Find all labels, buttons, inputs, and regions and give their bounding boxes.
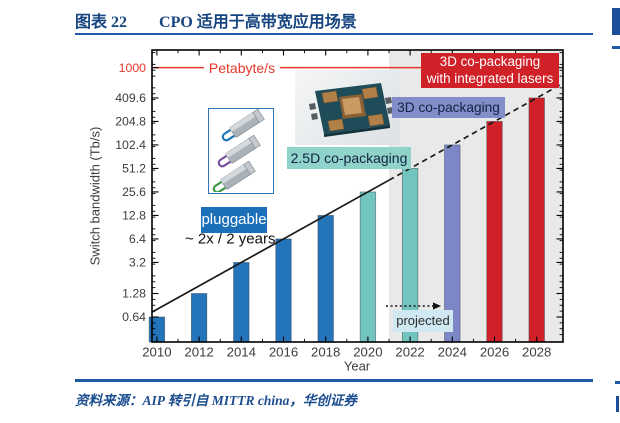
x-tick-label: 2028 [522, 345, 551, 360]
chip-package-image [295, 70, 400, 145]
x-tick-label: 2022 [395, 345, 424, 360]
bar-2014 [233, 262, 250, 343]
title-underline [75, 33, 593, 35]
x-tick-label: 2010 [142, 345, 171, 360]
transceivers-illustration [212, 108, 265, 194]
y-tick-label: 3.2 [129, 256, 146, 270]
bar-2020 [359, 191, 377, 343]
x-tick-label: 2016 [269, 345, 298, 360]
adjacent-rule-fragment [612, 46, 620, 49]
footer-rule [75, 379, 593, 382]
x-tick-label: 2012 [184, 345, 213, 360]
x-tick-label: 2026 [480, 345, 509, 360]
y-tick-label: 6.4 [129, 232, 146, 246]
bar-2018 [317, 215, 334, 343]
bar-2012 [190, 293, 208, 343]
co-packaging-3d-laser-line2: with integrated lasers [426, 70, 554, 86]
source-note: 资料来源：AIP 转引自 MITTR china，华创证券 [75, 389, 357, 409]
trend-line-solid [151, 179, 390, 313]
y-tick-label: 1000 [119, 61, 147, 75]
x-axis-title: Year [343, 358, 371, 374]
x-tick-label: 2014 [227, 345, 256, 360]
adjacent-content-fragment [612, 8, 620, 35]
source-text: 资料来源：AIP 转引自 MITTR china，华创证券 [75, 393, 357, 408]
x-tick-label: 2020 [353, 345, 382, 360]
co-packaging-25d-label: 2.5D co-packaging [287, 147, 411, 169]
adjacent-bottom-rule-fragment [615, 381, 620, 384]
figure-title: 图表 22 CPO 适用于高带宽应用场景 [75, 8, 357, 32]
transceiver-module [217, 134, 261, 168]
bar-2026 [486, 121, 503, 343]
bar-2016 [275, 238, 292, 343]
co-packaging-3d-label: 3D co-packaging [392, 97, 505, 118]
projected-arrowhead [433, 302, 441, 310]
pluggable-transceivers-image [208, 108, 274, 194]
plot-frame [151, 49, 564, 343]
co-packaging-3d-laser-line1: 3D co-packaging [439, 54, 541, 69]
y-tick-label: 51.2 [122, 162, 146, 176]
co-packaging-3d-laser-label: 3D co-packaging with integrated lasers [421, 53, 559, 88]
y-tick-label: 409.6 [115, 91, 146, 105]
y-tick-label: 204.8 [115, 115, 146, 129]
figure-caption: CPO 适用于高带宽应用场景 [159, 14, 357, 31]
trend-line-dashed [388, 82, 564, 181]
chip-package-illustration [309, 83, 394, 137]
y-axis-title: Switch bandwidth (Tb/s) [87, 126, 103, 266]
y-tick-label: 0.64 [122, 310, 146, 324]
growth-rate-annotation: ~ 2x / 2 years [185, 230, 276, 248]
y-tick-label: 12.8 [122, 209, 146, 223]
pluggable-label: pluggable [201, 207, 267, 233]
petabyte-reference-label: Petabyte/s [203, 60, 281, 76]
projected-label: projected [393, 310, 453, 332]
y-tick-label: 102.4 [115, 138, 146, 152]
figure-number-label: 图表 22 [75, 14, 128, 31]
x-tick-label: 2024 [438, 345, 467, 360]
y-tick-label: 1.28 [122, 287, 146, 301]
transceiver-module [221, 108, 265, 142]
transceiver-module [212, 160, 256, 194]
bar-2028 [528, 97, 545, 343]
adjacent-text-fragment [616, 396, 619, 412]
y-tick-label: 25.6 [122, 185, 146, 199]
x-tick-label: 2018 [311, 345, 340, 360]
